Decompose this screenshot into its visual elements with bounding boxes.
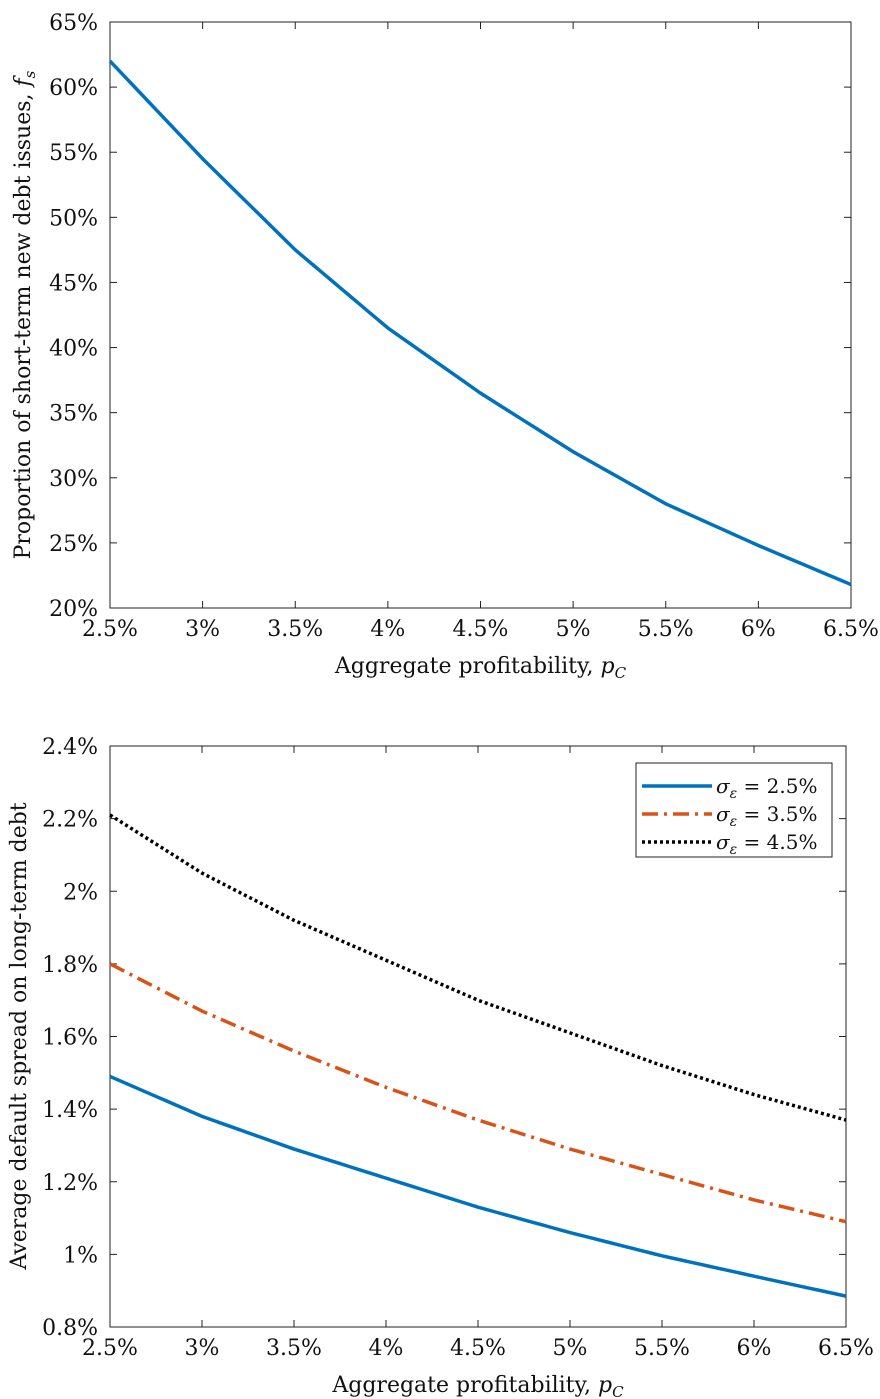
legend: σε = 2.5%σε = 3.5%σε = 4.5% bbox=[635, 762, 833, 858]
y-tick-label: 35% bbox=[49, 402, 98, 427]
x-tick-label: 6% bbox=[741, 617, 776, 642]
y-tick-label: 2% bbox=[63, 880, 98, 905]
series-line-1 bbox=[109, 1074, 847, 1298]
x-tick-label: 3.5% bbox=[267, 617, 323, 642]
x-axis-label: Aggregate profitability, pC bbox=[334, 654, 627, 682]
x-tick-label: 2.5% bbox=[82, 617, 138, 642]
y-tick-label: 1.4% bbox=[42, 1098, 98, 1123]
x-axis-label: Aggregate profitability, pC bbox=[331, 1373, 624, 1399]
y-tick-label: 2.4% bbox=[42, 735, 98, 760]
x-tick-label: 6.5% bbox=[818, 1336, 874, 1361]
y-tick-label: 20% bbox=[49, 597, 98, 622]
plot-area-frame bbox=[109, 21, 852, 609]
y-tick-label: 1% bbox=[63, 1243, 98, 1268]
x-tick-label: 5% bbox=[556, 617, 591, 642]
series-line-2 bbox=[109, 962, 847, 1224]
legend-label-1: σε = 2.5% bbox=[716, 774, 817, 802]
chart-default-spread: 2.5% 3% 3.5% 4% 4.5% 5% 5.5% 6% 6.5% 0.8% 1% 1.2% 1… bbox=[7, 735, 874, 1399]
y-tick-label: 50% bbox=[49, 206, 98, 231]
x-tick-label: 4.5% bbox=[453, 617, 509, 642]
x-tick-label: 5.5% bbox=[634, 1336, 690, 1361]
x-tick-label: 5.5% bbox=[638, 617, 694, 642]
chart-short-term-proportion: 2.5% 3% 3.5% 4% 4.5% 5% 5.5% 6% 6.5% 20% 25% 30% 35… bbox=[11, 11, 879, 682]
x-tick-label: 5% bbox=[553, 1336, 588, 1361]
y-tick-label: 1.8% bbox=[42, 953, 98, 978]
x-tick-label: 6.5% bbox=[823, 617, 879, 642]
y-axis-ticks: 0.8% 1% 1.2% 1.4% 1.6% 1.8% 2% 2.2% 2.4% bbox=[42, 735, 846, 1341]
x-axis-ticks: 2.5% 3% 3.5% 4% 4.5% 5% 5.5% 6% 6.5% bbox=[82, 22, 879, 642]
y-tick-label: 2.2% bbox=[42, 808, 98, 833]
y-tick-label: 0.8% bbox=[42, 1316, 98, 1341]
x-tick-label: 3.5% bbox=[266, 1336, 322, 1361]
x-tick-label: 4% bbox=[370, 617, 405, 642]
y-tick-label: 1.6% bbox=[42, 1026, 98, 1051]
series-line-1 bbox=[108, 59, 852, 587]
legend-label-3: σε = 4.5% bbox=[716, 830, 817, 858]
y-tick-label: 60% bbox=[49, 76, 98, 101]
x-tick-label: 6% bbox=[737, 1336, 772, 1361]
x-tick-label: 4.5% bbox=[450, 1336, 506, 1361]
x-tick-label: 2.5% bbox=[82, 1336, 138, 1361]
y-tick-label: 45% bbox=[49, 271, 98, 296]
y-tick-label: 40% bbox=[49, 337, 98, 362]
series-line-3 bbox=[109, 813, 847, 1122]
series-group bbox=[109, 813, 847, 1298]
x-tick-label: 3% bbox=[185, 1336, 220, 1361]
x-tick-label: 4% bbox=[369, 1336, 404, 1361]
y-tick-label: 30% bbox=[49, 467, 98, 492]
y-tick-label: 65% bbox=[49, 11, 98, 36]
y-axis-ticks: 20% 25% 30% 35% 40% 45% 50% 55% 60% 65% bbox=[49, 11, 851, 622]
x-axis-ticks: 2.5% 3% 3.5% 4% 4.5% 5% 5.5% 6% 6.5% bbox=[82, 746, 874, 1361]
y-tick-label: 1.2% bbox=[42, 1171, 98, 1196]
series-group bbox=[108, 59, 852, 587]
y-tick-label: 25% bbox=[49, 532, 98, 557]
x-tick-label: 3% bbox=[185, 617, 220, 642]
y-tick-label: 55% bbox=[49, 141, 98, 166]
y-axis-label: Proportion of short-term new debt issues… bbox=[11, 70, 39, 559]
y-axis-label: Average default spread on long-term debt bbox=[7, 802, 32, 1270]
legend-label-2: σε = 3.5% bbox=[716, 802, 817, 830]
